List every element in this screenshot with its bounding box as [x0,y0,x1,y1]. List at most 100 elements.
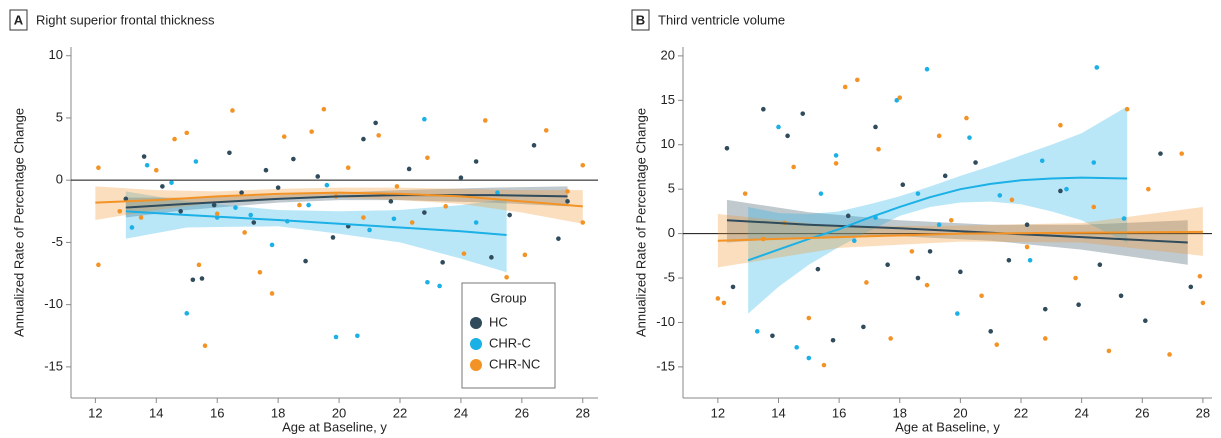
data-point [845,213,851,219]
data-point [742,191,748,196]
data-point [230,108,235,113]
data-point [239,190,244,195]
data-point [1058,122,1063,128]
data-point [172,136,177,142]
data-point [123,196,129,202]
data-point [324,182,330,188]
data-point [885,262,890,268]
data-point [437,283,442,289]
data-point [281,134,287,139]
data-point [184,130,190,136]
data-point [1076,302,1081,307]
data-point [117,208,123,214]
data-point [1058,188,1063,194]
panel-label-box [9,9,28,31]
data-point [440,260,445,265]
data-point [1106,348,1112,354]
data-point [361,215,366,220]
legend-marker [470,338,482,350]
data-point [776,124,781,130]
data-point [1118,293,1124,299]
data-point [1197,273,1203,279]
x-tick-label: 22 [393,405,407,420]
data-point [178,208,183,214]
data-point [888,336,893,341]
x-tick-label: 14 [771,405,785,420]
data-point [333,334,339,340]
x-tick-label: 20 [332,405,346,420]
data-point [199,276,205,281]
data-point [830,337,836,343]
confidence-band [726,199,1188,265]
data-point [979,293,984,299]
data-point [196,262,202,268]
data-point [800,111,806,116]
data-point [96,262,101,268]
data-point [924,282,930,288]
data-point [257,269,263,275]
data-point [409,220,415,225]
data-point [184,311,190,316]
confidence-band [717,206,1203,268]
x-tick-label: 18 [893,405,907,420]
data-point [190,277,196,283]
data-point [833,153,839,158]
data-point [897,95,903,100]
data-point [269,291,275,296]
data-point [202,343,208,349]
data-point [458,175,464,180]
data-point [721,300,727,306]
data-point [361,136,366,142]
data-point [724,146,730,151]
panel-label-box [631,9,650,31]
data-point [96,165,101,171]
x-tick-label: 24 [454,405,468,420]
data-point [894,98,900,103]
data-point [1124,106,1130,112]
data-point [967,135,972,140]
data-point [531,143,537,148]
data-point [565,189,570,194]
fit-line [726,219,1188,244]
data-point [785,133,790,139]
data-point [955,311,960,316]
data-point [964,115,969,121]
data-point [900,182,906,188]
data-point [248,212,254,218]
data-point [522,252,528,258]
panel-title: Third ventricle volume [658,12,785,27]
data-point [482,118,488,123]
x-tick-label: 14 [149,405,163,420]
data-point [842,84,848,90]
data-point [794,345,799,350]
data-point [909,249,915,254]
y-axis-label: Annualized Rate of Percentage Change [11,108,26,337]
confidence-band [748,106,1128,314]
data-point [211,202,217,208]
data-point [1143,318,1148,323]
data-point [1091,204,1097,210]
data-point [818,191,824,196]
data-point [1167,352,1172,357]
data-point [936,222,942,228]
data-point [1073,275,1078,281]
data-point [565,199,570,204]
x-tick-label: 16 [832,405,846,420]
data-point [761,106,766,112]
y-tick-label: 10 [49,47,63,62]
data-point [948,217,954,223]
data-point [489,255,494,260]
x-tick-label: 26 [1135,405,1149,420]
data-point [1121,216,1127,221]
data-point [754,329,760,334]
data-point [821,362,827,368]
y-tick-label: -5 [51,234,63,249]
x-tick-label: 24 [1074,405,1088,420]
data-point [321,106,327,112]
legend-label: CHR-C [489,335,531,350]
x-tick-label: 18 [271,405,285,420]
data-point [936,133,942,139]
data-point [160,184,165,189]
data-point [973,160,978,165]
y-axis-label: Annualized Rate of Percentage Change [633,108,648,337]
